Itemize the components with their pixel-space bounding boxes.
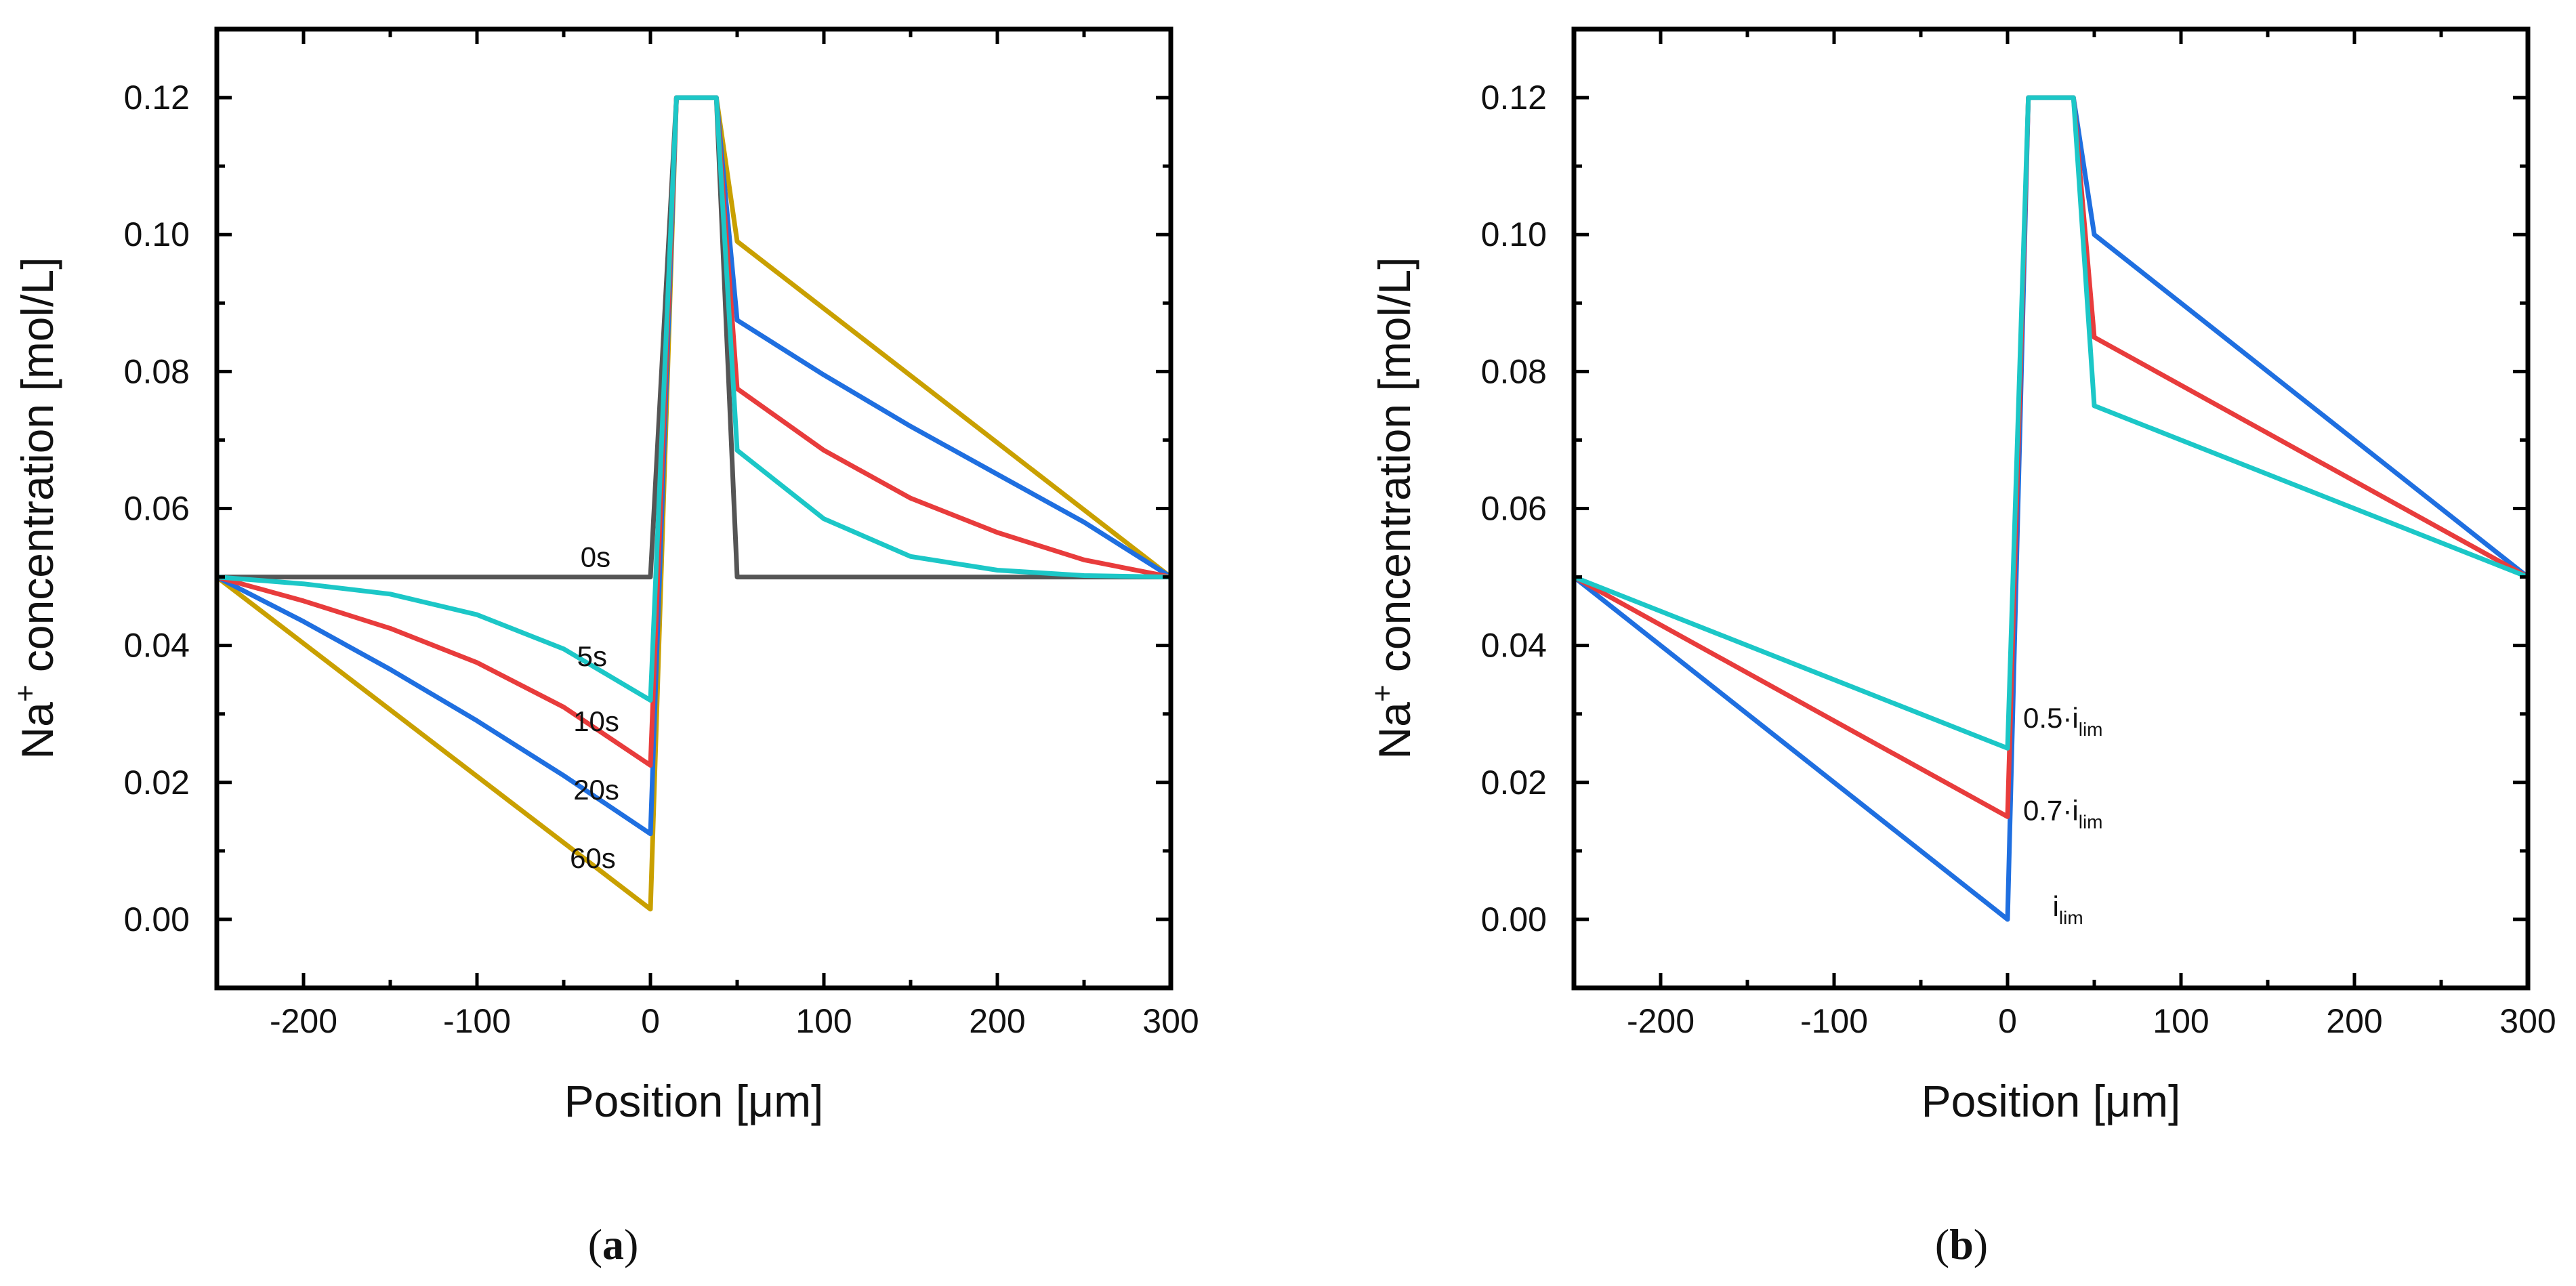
- y-tick-label-b: 0.00: [1481, 900, 1547, 938]
- series-layer-a: [214, 95, 1173, 912]
- x-tick-label-a: -100: [443, 1002, 511, 1040]
- x-tick-label-a: 300: [1142, 1002, 1199, 1040]
- series-line-b-2: [1571, 95, 2531, 751]
- x-tick-label-b: 300: [2499, 1002, 2556, 1040]
- annotation-a-4: 60s: [570, 842, 616, 874]
- y-tick-label-a: 0.12: [124, 79, 190, 117]
- plot-frame-a: [214, 26, 1173, 991]
- annotation-a-1: 5s: [577, 640, 607, 672]
- y-tick-label-a: 0.02: [124, 764, 190, 802]
- annotation-b-1: 0.7·ilim: [2023, 794, 2102, 832]
- annotation-a-2: 10s: [573, 705, 619, 737]
- y-axis-label-b: Na+ concentration [mol/L]: [1366, 257, 1419, 759]
- x-tick-label-a: 0: [641, 1002, 660, 1040]
- series-layer-b: [1571, 95, 2531, 922]
- annotation-a-0: 0s: [581, 541, 610, 573]
- x-tick-label-b: 200: [2326, 1002, 2382, 1040]
- y-tick-label-b: 0.08: [1481, 352, 1547, 390]
- annotation-b-2: ilim: [2053, 890, 2083, 928]
- panel-a: -200 -100 0 100 200 300 0.00 0.02 0.04 0.06 0.08 0.…: [9, 26, 1199, 1268]
- x-tick-label-a: 200: [969, 1002, 1025, 1040]
- y-tick-label-b: 0.12: [1481, 79, 1547, 117]
- annotation-layer-a: 0s 5s 10s 20s 60s: [570, 541, 619, 874]
- y-tick-label-a: 0.06: [124, 490, 190, 528]
- y-tick-label-b: 0.04: [1481, 627, 1547, 665]
- plot-frame-b: [1571, 26, 2531, 991]
- y-tick-label-a: 0.00: [124, 900, 190, 938]
- x-tick-label-b: 100: [2153, 1002, 2209, 1040]
- tick-layer-b: -200 -100 0 100 200 300 0.00 0.02 0.04 0.06 0.08 0.…: [1481, 29, 2556, 1040]
- x-tick-label-a: -200: [270, 1002, 337, 1040]
- x-tick-label-b: 0: [1998, 1002, 2017, 1040]
- x-axis-label-a: Position [μm]: [564, 1076, 824, 1126]
- series-line-a-1: [214, 95, 1173, 912]
- x-tick-label-b: -200: [1627, 1002, 1695, 1040]
- annotation-a-3: 20s: [573, 774, 619, 806]
- panel-b: -200 -100 0 100 200 300 0.00 0.02 0.04 0.06 0.08 0.…: [1366, 26, 2556, 1268]
- y-tick-label-a: 0.04: [124, 627, 190, 665]
- caption-b: (b): [1935, 1220, 1988, 1268]
- series-line-a-4: [214, 95, 1173, 703]
- series-line-a-0: [214, 95, 1173, 580]
- x-tick-label-b: -100: [1800, 1002, 1868, 1040]
- x-tick-label-a: 100: [795, 1002, 852, 1040]
- y-axis-label-a: Na+ concentration [mol/L]: [9, 257, 62, 759]
- y-tick-label-b: 0.10: [1481, 215, 1547, 253]
- y-tick-label-a: 0.10: [124, 215, 190, 253]
- tick-layer-a: -200 -100 0 100 200 300 0.00 0.02 0.04 0.06 0.08 0.…: [124, 29, 1199, 1040]
- series-line-a-3: [214, 95, 1173, 768]
- annotation-b-0: 0.5·ilim: [2023, 702, 2102, 740]
- y-tick-label-b: 0.02: [1481, 764, 1547, 802]
- caption-a: (a): [588, 1220, 639, 1268]
- y-tick-label-b: 0.06: [1481, 490, 1547, 528]
- y-tick-label-a: 0.08: [124, 352, 190, 390]
- x-axis-label-b: Position [μm]: [1921, 1076, 2181, 1126]
- annotation-layer-b: 0.5·ilim 0.7·ilim ilim: [2023, 702, 2102, 928]
